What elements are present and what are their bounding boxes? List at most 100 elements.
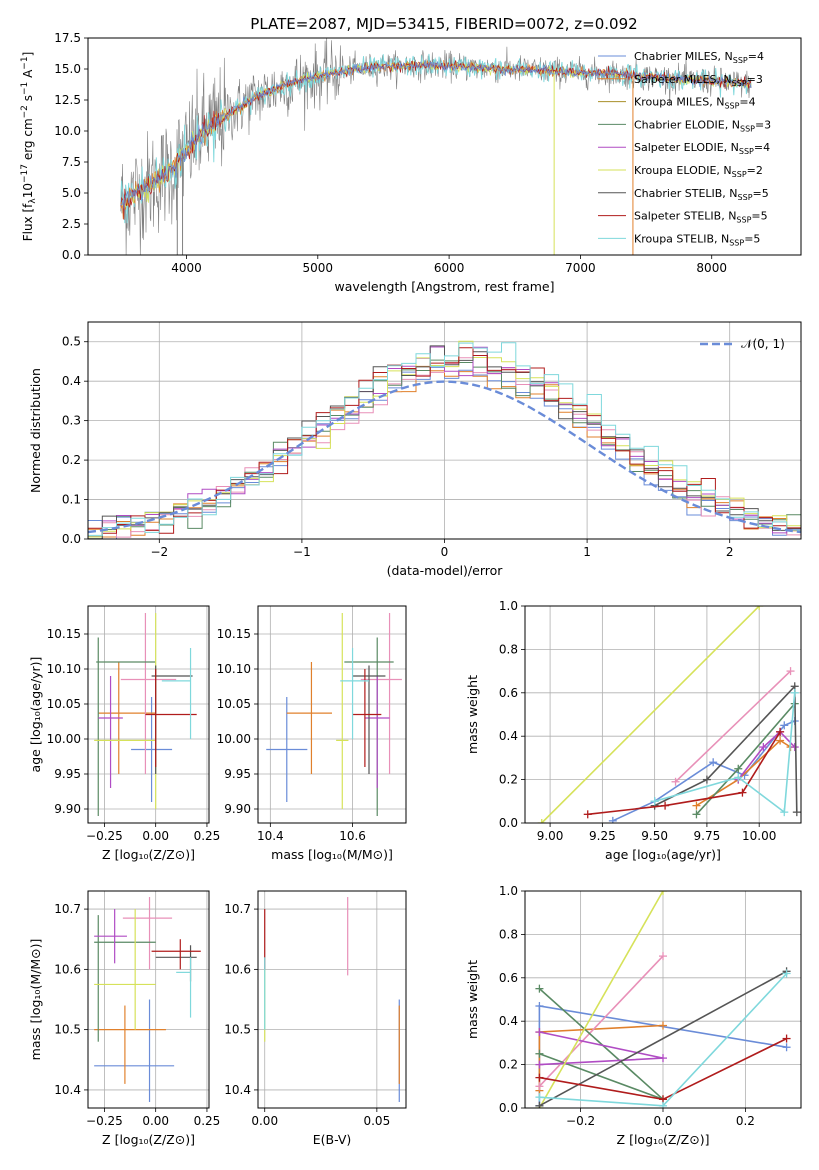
plot-area xyxy=(266,613,402,816)
y-tick-label: 0.6 xyxy=(499,971,518,985)
x-axis-label: E(B-V) xyxy=(313,1132,352,1147)
x-tick-label: 0.2 xyxy=(736,1114,755,1128)
model-spectrum-line xyxy=(120,60,752,208)
age-vs-metallicity-panel: −0.25 0.00 0.25 9.90 9.95 10.00 10.05 10.10 10.1… xyxy=(28,605,220,862)
legend-label: Chabrier ELODIE, NSSP=3 xyxy=(634,118,771,133)
x-axis-label: Z [log₁₀(Z/Z⊙)] xyxy=(617,1132,710,1147)
y-axis-label: mass weight xyxy=(465,675,480,754)
histogram-step xyxy=(88,342,801,536)
legend-label: Kroupa ELODIE, NSSP=2 xyxy=(634,164,763,179)
x-tick-label: 5000 xyxy=(303,261,334,275)
weight-series-line xyxy=(737,730,796,781)
x-tick-label: 10.4 xyxy=(257,829,284,843)
y-tick-label: 10.10 xyxy=(217,662,251,676)
y-tick-label: 0.4 xyxy=(62,374,81,388)
y-tick-label: 10.6 xyxy=(224,962,251,976)
x-axis-label: mass [log₁₀(M/M⊙)] xyxy=(271,847,393,862)
y-tick-label: 10.05 xyxy=(217,697,251,711)
weight-series-line xyxy=(538,988,664,1101)
legend-label-sub: SSP xyxy=(736,216,751,225)
y-tick-label: 10.00 xyxy=(47,732,81,746)
y-tick-label: 10.5 xyxy=(54,1023,81,1037)
model-spectrum-line xyxy=(120,60,752,220)
plot-area xyxy=(120,38,752,255)
x-tick-label: 0.05 xyxy=(363,1114,390,1128)
y-axis-label-part: λ xyxy=(28,198,38,204)
histogram-step xyxy=(88,365,801,538)
legend-label-suffix: =2 xyxy=(747,164,763,177)
x-tick-label: 10.00 xyxy=(742,829,776,843)
x-tick-label: 6000 xyxy=(434,261,465,275)
legend-label-sub: SSP xyxy=(739,147,754,156)
y-axis-label: Flux [fλ10−17 erg cm−2 s−1 A−1] xyxy=(20,52,38,242)
y-tick-label: 0.1 xyxy=(62,493,81,507)
weight-series-line xyxy=(539,970,787,1107)
x-tick-label: 9.25 xyxy=(589,829,616,843)
normal-curve xyxy=(88,380,801,534)
y-tick-label: 10.7 xyxy=(54,902,81,916)
y-tick-label: 10.4 xyxy=(224,1083,251,1097)
weight-series-line xyxy=(587,731,781,816)
y-tick-label: 0.0 xyxy=(499,816,518,830)
y-tick-label: 17.5 xyxy=(54,31,81,45)
y-tick-label: 10.15 xyxy=(47,627,81,641)
y-tick-label: 0.2 xyxy=(62,453,81,467)
y-tick-label: 7.5 xyxy=(62,155,81,169)
y-axis-label-part: −1 xyxy=(20,82,30,95)
y-axis-label-part: Flux [f xyxy=(21,203,35,241)
y-tick-label: 9.90 xyxy=(54,802,81,816)
y-tick-label: 0.3 xyxy=(62,414,81,428)
weight-series-line xyxy=(674,670,792,783)
plot-area xyxy=(537,606,801,823)
legend-label-suffix: =5 xyxy=(753,187,769,200)
y-axis-label: mass [log₁₀(M/M⊙)] xyxy=(28,939,43,1061)
legend-label-suffix: =4 xyxy=(739,96,755,109)
plot-area xyxy=(94,897,201,1102)
y-tick-label: 5.0 xyxy=(62,186,81,200)
legend-label: Chabrier STELIB, NSSP=5 xyxy=(634,187,769,202)
x-tick-label: 8000 xyxy=(696,261,727,275)
histogram-step xyxy=(88,345,801,539)
y-axis-label-part: ] xyxy=(21,52,35,57)
y-tick-label: 0.5 xyxy=(62,335,81,349)
legend-label-text: Chabrier STELIB, N xyxy=(634,187,738,200)
x-tick-label: 0.00 xyxy=(142,1114,169,1128)
y-tick-label: 0.8 xyxy=(499,642,518,656)
y-tick-label: 10.10 xyxy=(47,662,81,676)
y-tick-label: 12.5 xyxy=(54,93,81,107)
y-tick-label: 10.6 xyxy=(54,962,81,976)
weight-series-line xyxy=(654,692,796,814)
plot-area xyxy=(88,340,801,539)
x-tick-label: −0.25 xyxy=(86,1114,123,1128)
x-tick-label: 4000 xyxy=(171,261,202,275)
legend-label-text: Kroupa MILES, N xyxy=(634,96,724,109)
x-tick-label: −0.25 xyxy=(86,829,123,843)
axes-frame xyxy=(87,605,210,824)
legend-label: Salpeter STELIB, NSSP=5 xyxy=(634,210,768,225)
y-axis-label: age [log₁₀(age/yr)] xyxy=(28,657,43,773)
weight-series-line xyxy=(612,720,796,822)
y-tick-label: 10.5 xyxy=(224,1023,251,1037)
y-axis-label-part: −2 xyxy=(20,105,30,118)
y-axis-label-part: erg cm xyxy=(21,118,35,164)
axes-frame xyxy=(257,605,407,824)
legend-label-text: Salpeter STELIB, N xyxy=(634,210,736,223)
y-axis-label-part: 10 xyxy=(21,183,35,198)
y-tick-label: 9.95 xyxy=(54,767,81,781)
weight-series-line xyxy=(541,606,760,823)
x-tick-label: 10.6 xyxy=(339,829,366,843)
weight-series-line xyxy=(538,891,664,1108)
legend-label-sub: SSP xyxy=(732,79,747,88)
y-tick-label: 10.05 xyxy=(47,697,81,711)
x-tick-label: 0.00 xyxy=(251,1114,278,1128)
legend-label: Kroupa MILES, NSSP=4 xyxy=(634,96,756,111)
axes-frame xyxy=(524,605,802,824)
x-tick-label: 0.0 xyxy=(653,1114,672,1128)
y-tick-label: 10.4 xyxy=(54,1083,81,1097)
weight-series-line xyxy=(654,684,798,813)
plot-area xyxy=(94,613,197,816)
residual-histogram-panel: −2 −1 0 1 2 0.0 0.1 0.2 0.3 0.4 0.5 (data-model)/er… xyxy=(28,321,802,578)
legend-label-suffix: =4 xyxy=(754,141,770,154)
x-tick-label: 1 xyxy=(583,545,591,559)
legend-label-text: Salpeter MILES, N xyxy=(634,73,732,86)
